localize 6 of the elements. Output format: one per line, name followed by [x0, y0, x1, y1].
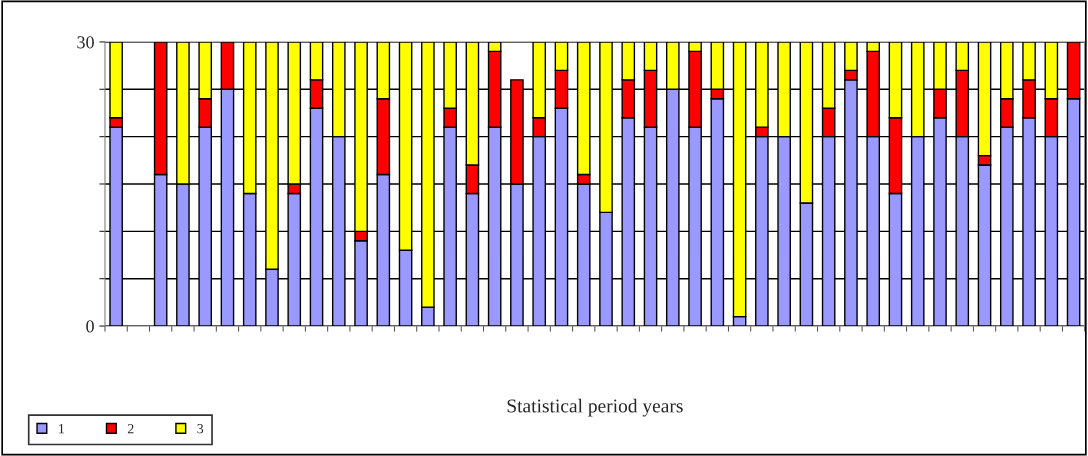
y-tick-label: 0 — [86, 320, 94, 333]
legend-label: 3 — [197, 424, 204, 434]
y-tick-label: 30 — [77, 36, 94, 49]
x-axis-title: Statistical period years — [507, 398, 683, 417]
legend-label: 2 — [127, 424, 134, 434]
legend-label: 1 — [59, 424, 64, 434]
